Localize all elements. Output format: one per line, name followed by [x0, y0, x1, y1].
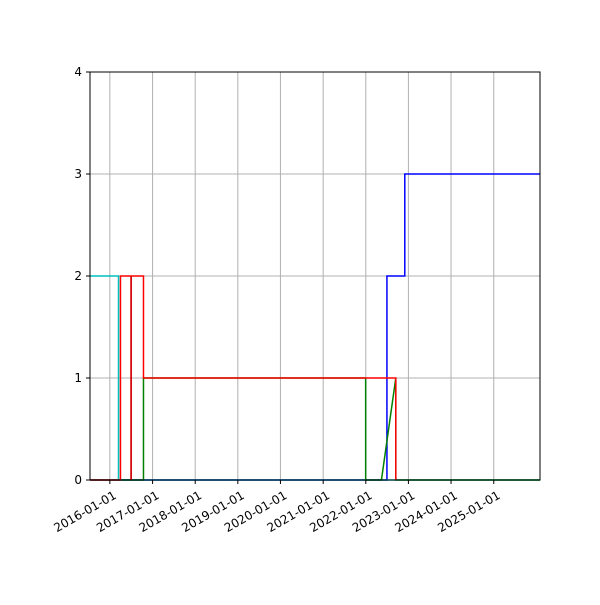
y-tick-label: 3	[74, 167, 82, 181]
y-tick-label: 2	[74, 269, 82, 283]
grid	[90, 71, 540, 481]
y-axis: 0 1 2 3 4	[74, 65, 90, 487]
series-line-2	[90, 377, 540, 481]
y-tick-label: 4	[74, 65, 82, 79]
series-line-0	[90, 173, 540, 481]
y-tick-label: 1	[74, 371, 82, 385]
series-lines	[90, 173, 540, 481]
x-axis: 2016-01-012017-01-012018-01-012019-01-01…	[51, 480, 503, 535]
y-tick-label: 0	[74, 473, 82, 487]
